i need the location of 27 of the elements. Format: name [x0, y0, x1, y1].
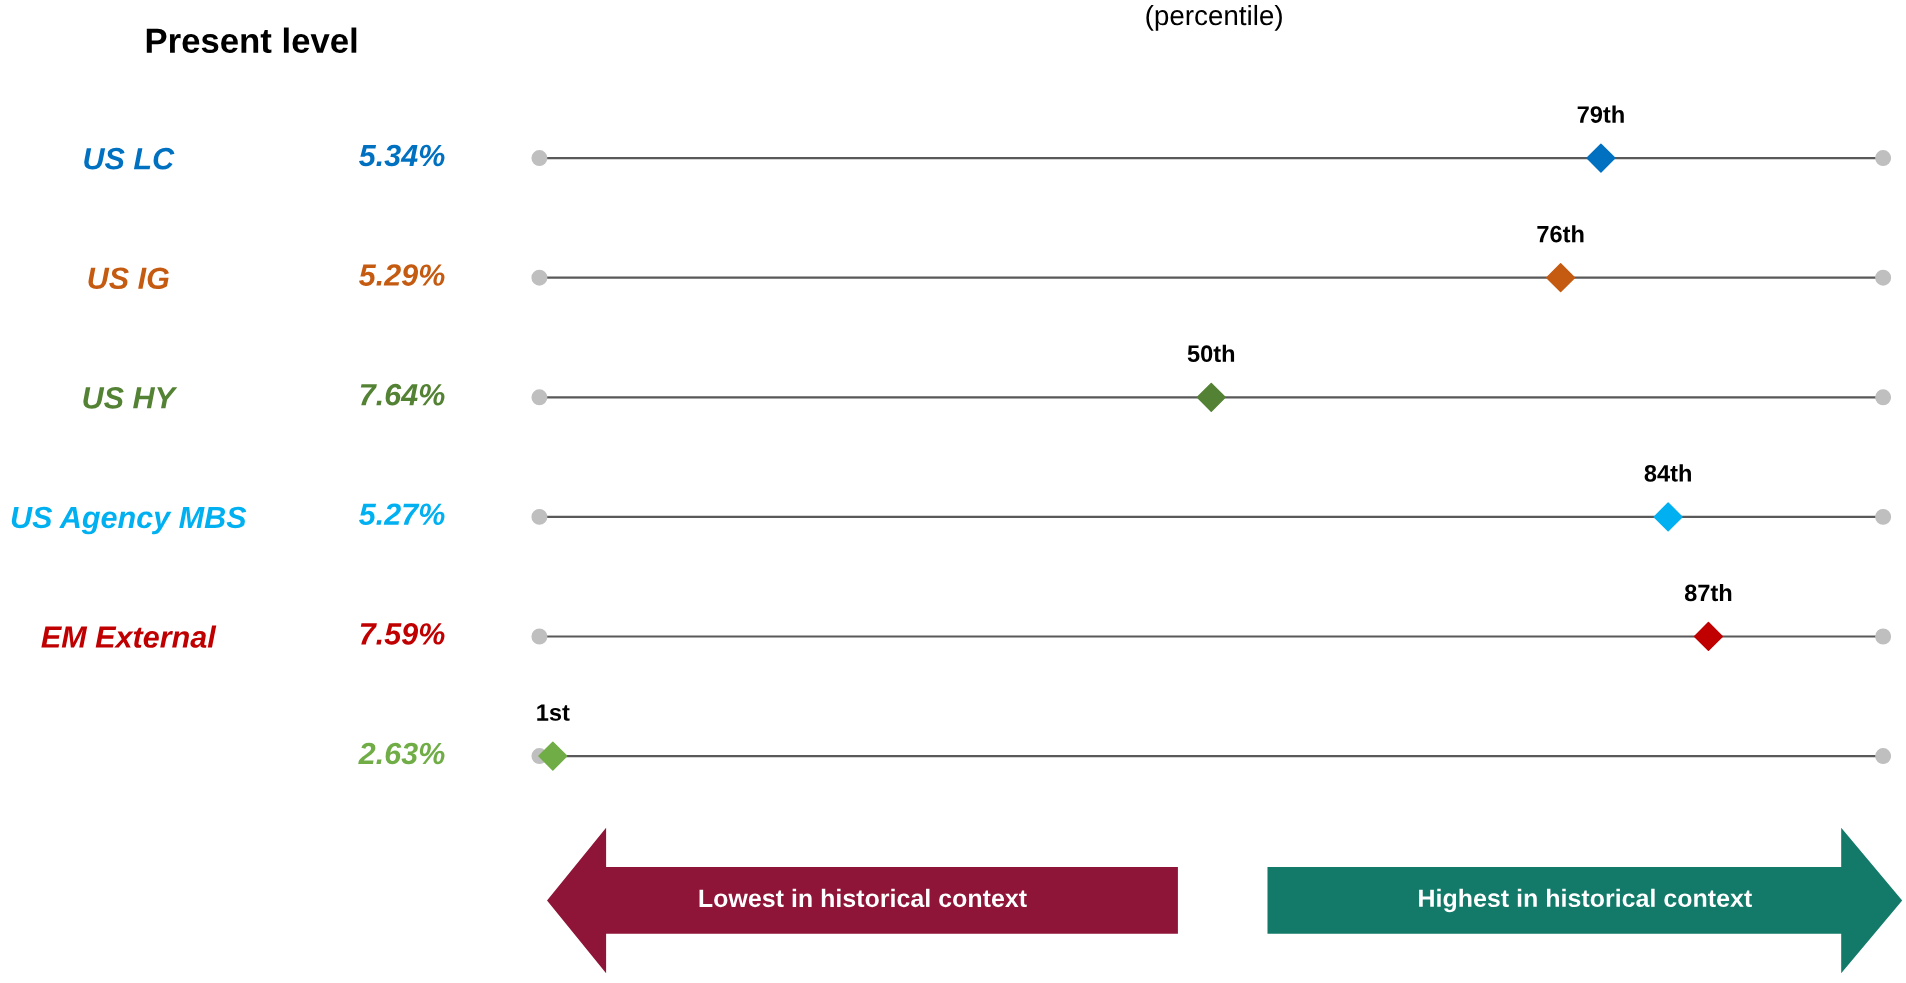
y2-tick-label: 5.34%	[359, 144, 445, 167]
point	[1653, 502, 1683, 532]
y2-tick-label: 5.27%	[359, 503, 445, 526]
data-label: 50th	[1187, 344, 1235, 363]
chart-title: (percentile)	[1146, 4, 1282, 31]
y-tick-label: US Agency MBS	[11, 506, 247, 535]
point	[1196, 382, 1226, 412]
data-label: 79th	[1577, 105, 1624, 123]
text: Lowest in historical context	[699, 888, 1027, 908]
y2-tick-label: 5.29%	[359, 264, 445, 286]
y-tick-label: EM External	[41, 625, 217, 648]
point	[1546, 263, 1576, 293]
data-label: 76th	[1537, 225, 1584, 243]
text: Present level	[146, 27, 357, 54]
point	[538, 741, 568, 771]
data-label: 1st	[537, 704, 570, 721]
y2-tick-label: 7.64%	[360, 383, 445, 406]
data-label: 84th	[1644, 464, 1691, 482]
y-tick-label: US IG	[88, 267, 169, 290]
point	[1586, 143, 1616, 173]
y2-tick-label: 7.59%	[360, 623, 445, 645]
data-label: 87th	[1684, 583, 1732, 602]
y-tick-label: US HY	[83, 387, 178, 409]
y-tick-label: US LC	[84, 147, 175, 170]
text: Highest in historical context	[1419, 888, 1752, 913]
point	[1693, 621, 1724, 652]
y2-tick-label: 2.63%	[358, 742, 445, 765]
